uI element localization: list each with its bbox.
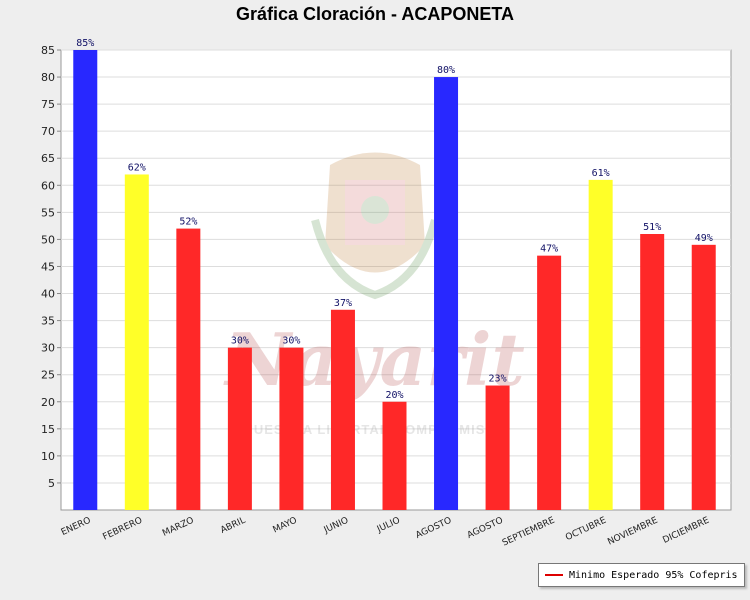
x-tick-label: OCTUBRE (564, 516, 608, 544)
data-label: 47% (540, 244, 558, 255)
bar (485, 385, 510, 510)
bars (73, 50, 716, 510)
data-label: 85% (76, 38, 94, 49)
data-label: 49% (695, 233, 713, 244)
y-tick-label: 80 (41, 71, 55, 84)
bar (227, 347, 252, 510)
legend-label: Minimo Esperado 95% Cofepris (569, 569, 738, 581)
data-label: 62% (128, 162, 146, 173)
legend-line-swatch (545, 574, 563, 576)
grid-lines (61, 49, 731, 484)
y-tick-label: 55 (41, 206, 55, 219)
bar (691, 244, 716, 510)
data-label: 23% (489, 374, 507, 385)
y-axis: 5 10 15 20 25 30 35 40 45 50 55 60 65 70 75 80 85 (41, 44, 61, 490)
coat-of-arms-seal (311, 152, 439, 300)
x-tick-label: AGOSTO (466, 516, 505, 541)
data-label: 30% (282, 336, 300, 347)
y-tick-label: 45 (41, 260, 55, 273)
x-tick-label: JUNIO (322, 516, 350, 536)
x-tick-label: AGOSTO (414, 516, 453, 541)
x-tick-label: DICIEMBRE (661, 516, 711, 546)
y-tick-label: 20 (41, 396, 55, 409)
y-tick-label: 15 (41, 423, 55, 436)
y-tick-label: 25 (41, 369, 55, 382)
data-label: 30% (231, 336, 249, 347)
bar (382, 401, 407, 510)
y-tick-label: 10 (41, 450, 55, 463)
y-tick-label: 50 (41, 233, 55, 246)
bar (176, 228, 201, 510)
data-label: 20% (385, 390, 403, 401)
y-tick-label: 85 (41, 44, 55, 57)
y-tick-label: 65 (41, 152, 55, 165)
x-axis-ticks: ENERO FEBRERO MARZO ABRIL MAYO JUNIO JULIO AGOS… (60, 516, 711, 549)
watermark-motto: NUESTRA LIBERTAD COMPROMISO (243, 422, 496, 437)
data-label: 80% (437, 65, 455, 76)
bar (588, 179, 613, 510)
bar (537, 255, 562, 510)
y-tick-label: 70 (41, 125, 55, 138)
x-tick-label: SEPTIEMBRE (501, 516, 557, 549)
watermark: Nayarit NUESTRA LIBERTAD COMPROMISO (223, 152, 525, 437)
data-labels: 85% 62% 52% 30% 30% 37% 20% 80% 23% 47% 61% 51% 49% (76, 38, 713, 401)
y-tick-label: 40 (41, 288, 55, 301)
x-tick-label: NOVIEMBRE (606, 516, 659, 548)
data-label: 51% (643, 222, 661, 233)
y-tick-label: 60 (41, 179, 55, 192)
y-tick-label: 30 (41, 342, 55, 355)
bar (434, 77, 459, 510)
legend: Minimo Esperado 95% Cofepris (538, 563, 745, 587)
data-label: 52% (179, 217, 197, 228)
x-tick-label: MARZO (161, 516, 196, 539)
bar (640, 234, 665, 510)
x-tick-label: ABRIL (219, 516, 247, 536)
x-tick-label: MAYO (272, 516, 299, 536)
x-tick-label: FEBRERO (101, 516, 144, 543)
data-label: 61% (592, 168, 610, 179)
bar (279, 347, 304, 510)
bar (124, 174, 149, 510)
y-tick-label: 75 (41, 98, 55, 111)
watermark-script: Nayarit (223, 317, 525, 402)
chart-title: Gráfica Cloración - ACAPONETA (235, 4, 515, 24)
bar (330, 309, 355, 510)
x-tick-label: ENERO (60, 516, 93, 538)
bar (73, 50, 98, 510)
data-label: 37% (334, 298, 352, 309)
x-tick-label: JULIO (375, 516, 402, 536)
y-tick-label: 5 (48, 477, 55, 490)
y-tick-label: 35 (41, 315, 55, 328)
